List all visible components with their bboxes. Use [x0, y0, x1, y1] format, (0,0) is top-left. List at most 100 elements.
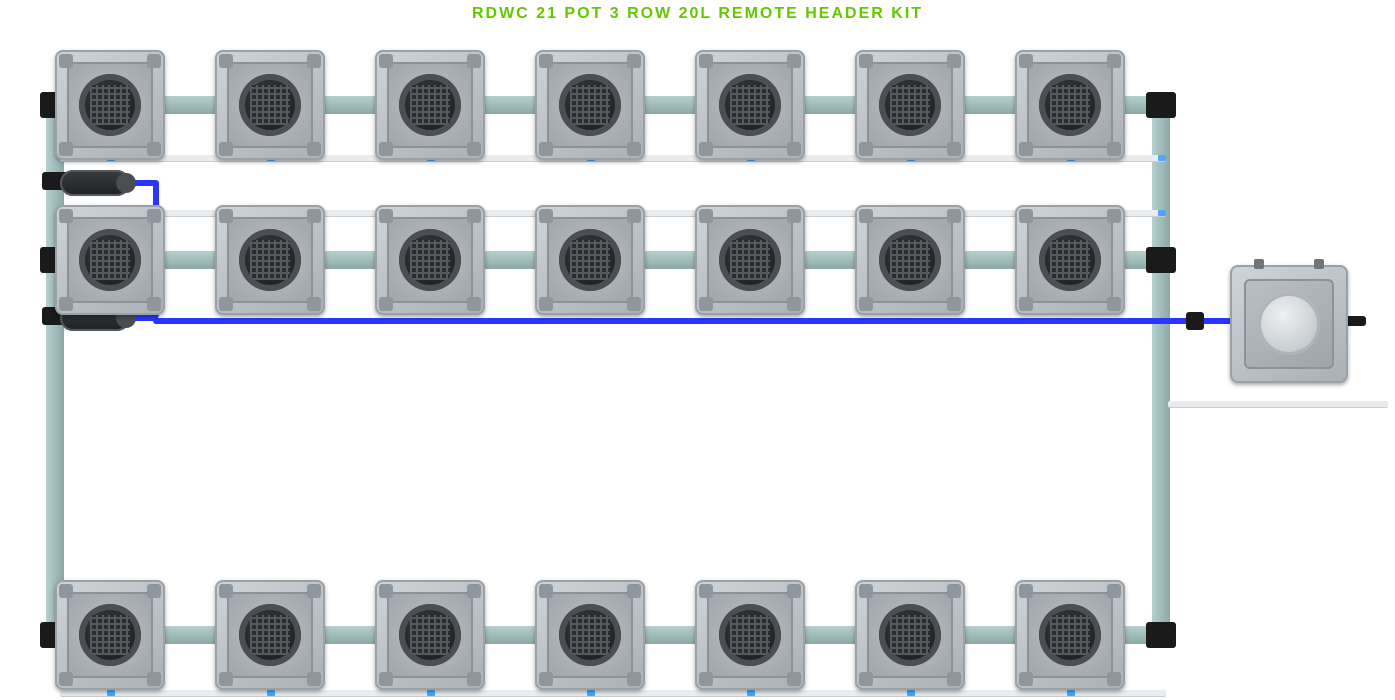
pot-corner: [147, 209, 161, 223]
net-pot-grid-icon: [90, 85, 130, 125]
air-marker: [587, 690, 595, 696]
pot-corner: [539, 584, 553, 598]
pot-corner: [627, 54, 641, 68]
pot-corner: [467, 54, 481, 68]
pot-corner: [859, 209, 873, 223]
pot-corner: [627, 142, 641, 156]
pot-corner: [947, 672, 961, 686]
pot-corner: [1019, 672, 1033, 686]
pot-corner: [1019, 142, 1033, 156]
blue-tube: [153, 318, 1208, 324]
pot-corner: [307, 209, 321, 223]
pot-corner: [219, 584, 233, 598]
pot-corner: [307, 297, 321, 311]
pot-corner: [859, 54, 873, 68]
net-pot-grid-icon: [1050, 240, 1090, 280]
pot-corner: [539, 142, 553, 156]
pot-r2-c7: [1015, 205, 1125, 315]
pot-r3-c7: [1015, 580, 1125, 690]
net-pot-grid-icon: [250, 615, 290, 655]
pump-1: [60, 170, 130, 196]
net-pot-grid-icon: [250, 240, 290, 280]
pot-corner: [1107, 297, 1121, 311]
pot-corner: [219, 209, 233, 223]
reservoir-lid-icon: [1258, 293, 1320, 355]
joint: [1146, 247, 1176, 273]
pot-corner: [59, 672, 73, 686]
air-marker: [1158, 155, 1166, 161]
pot-corner: [859, 142, 873, 156]
pot-corner: [859, 672, 873, 686]
pot-corner: [539, 297, 553, 311]
joint: [1146, 92, 1176, 118]
pot-corner: [947, 54, 961, 68]
pot-corner: [859, 297, 873, 311]
net-pot-grid-icon: [250, 85, 290, 125]
pot-r3-c2: [215, 580, 325, 690]
pot-corner: [539, 209, 553, 223]
pot-corner: [219, 142, 233, 156]
pot-r3-c4: [535, 580, 645, 690]
pot-corner: [1107, 209, 1121, 223]
net-pot-grid-icon: [1050, 85, 1090, 125]
pot-r3-c3: [375, 580, 485, 690]
pot-corner: [627, 209, 641, 223]
pot-corner: [787, 142, 801, 156]
pot-corner: [147, 584, 161, 598]
diagram-canvas: RDWC 21 POT 3 ROW 20L REMOTE HEADER KIT: [0, 0, 1395, 700]
pot-r2-c2: [215, 205, 325, 315]
air-marker: [267, 690, 275, 696]
pot-r2-c6: [855, 205, 965, 315]
pot-corner: [1107, 672, 1121, 686]
pot-corner: [1107, 584, 1121, 598]
pot-corner: [947, 584, 961, 598]
pot-corner: [947, 297, 961, 311]
pot-corner: [539, 54, 553, 68]
pot-corner: [1107, 142, 1121, 156]
pot-corner: [467, 142, 481, 156]
pot-corner: [787, 672, 801, 686]
pot-corner: [787, 297, 801, 311]
air-marker: [747, 690, 755, 696]
air-line-3: [60, 690, 1166, 696]
pot-corner: [307, 54, 321, 68]
net-pot-grid-icon: [410, 85, 450, 125]
pot-r2-c3: [375, 205, 485, 315]
pot-corner: [1019, 297, 1033, 311]
pot-corner: [787, 54, 801, 68]
net-pot-grid-icon: [90, 240, 130, 280]
right-header-pipe: [1152, 96, 1170, 644]
pot-corner: [467, 584, 481, 598]
pot-corner: [379, 584, 393, 598]
pot-r2-c4: [535, 205, 645, 315]
pot-corner: [467, 209, 481, 223]
pot-corner: [627, 297, 641, 311]
pot-r1-c7: [1015, 50, 1125, 160]
net-pot-grid-icon: [890, 85, 930, 125]
pot-r3-c5: [695, 580, 805, 690]
pot-r2-c1: [55, 205, 165, 315]
pot-corner: [379, 142, 393, 156]
pot-r2-c5: [695, 205, 805, 315]
pot-r1-c6: [855, 50, 965, 160]
pot-corner: [699, 54, 713, 68]
pot-corner: [147, 54, 161, 68]
pot-corner: [467, 672, 481, 686]
net-pot-grid-icon: [1050, 615, 1090, 655]
pot-r1-c1: [55, 50, 165, 160]
pot-corner: [147, 672, 161, 686]
pot-r3-c1: [55, 580, 165, 690]
pot-corner: [379, 297, 393, 311]
pot-corner: [947, 209, 961, 223]
pot-corner: [147, 142, 161, 156]
pot-corner: [379, 672, 393, 686]
pot-corner: [219, 297, 233, 311]
net-pot-grid-icon: [730, 615, 770, 655]
net-pot-grid-icon: [410, 240, 450, 280]
pot-corner: [147, 297, 161, 311]
pot-corner: [467, 297, 481, 311]
pot-corner: [787, 209, 801, 223]
air-marker: [427, 690, 435, 696]
pot-corner: [539, 672, 553, 686]
pot-corner: [219, 672, 233, 686]
